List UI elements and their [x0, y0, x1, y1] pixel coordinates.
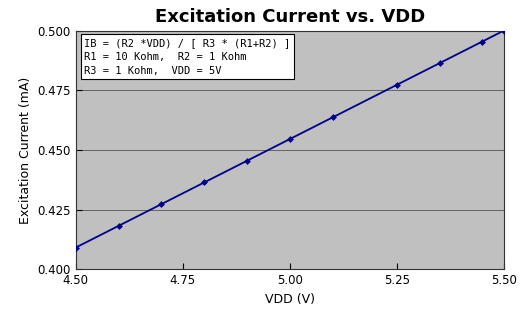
Text: IB = (R2 *VDD) / [ R3 * (R1+R2) ]
R1 = 10 Kohm,  R2 = 1 Kohm
R3 = 1 Kohm,  VDD =: IB = (R2 *VDD) / [ R3 * (R1+R2) ] R1 = 1… [85, 38, 290, 76]
Title: Excitation Current vs. VDD: Excitation Current vs. VDD [155, 8, 425, 26]
Y-axis label: Excitation Current (mA): Excitation Current (mA) [19, 76, 32, 224]
X-axis label: VDD (V): VDD (V) [265, 293, 315, 306]
